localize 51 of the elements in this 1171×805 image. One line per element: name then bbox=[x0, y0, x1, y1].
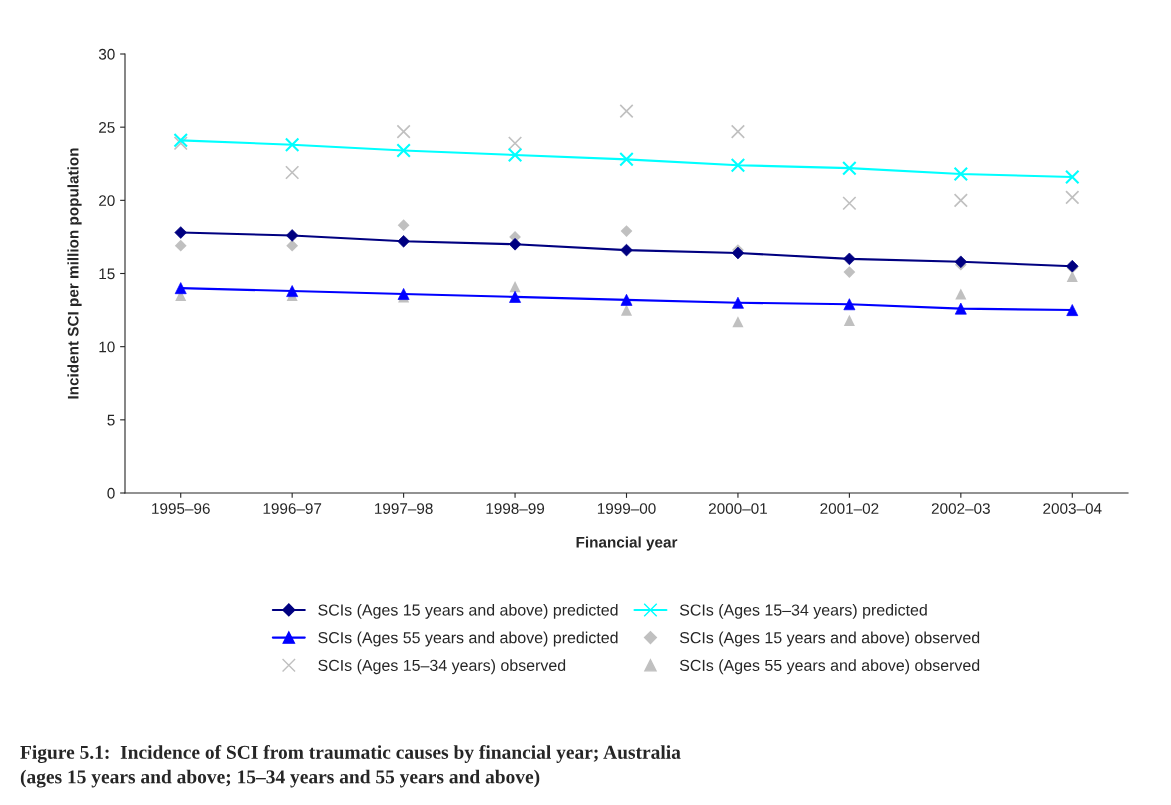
point bbox=[1065, 190, 1080, 205]
legend-label: SCIs (Ages 15–34 years) observed bbox=[318, 659, 566, 675]
point bbox=[620, 225, 633, 237]
point bbox=[284, 137, 300, 153]
point bbox=[286, 239, 299, 252]
point bbox=[842, 196, 857, 211]
point bbox=[174, 239, 187, 252]
point bbox=[730, 157, 746, 173]
legend-label: SCIs (Ages 15 years and above) predicted bbox=[318, 603, 618, 619]
point bbox=[396, 124, 411, 139]
legend-label: SCIs (Ages 55 years and above) observed bbox=[679, 659, 980, 675]
x-tick-label: 1995–96 bbox=[152, 503, 210, 514]
point bbox=[509, 281, 521, 293]
point bbox=[953, 166, 969, 182]
y-tick-label: 15 bbox=[99, 268, 115, 280]
x-tick-label: 1996–97 bbox=[263, 503, 322, 514]
point bbox=[730, 124, 746, 139]
point bbox=[843, 314, 855, 326]
x-tick-label: 2003–04 bbox=[1043, 503, 1102, 514]
point bbox=[955, 288, 967, 300]
x-tick-label: 2001–02 bbox=[820, 503, 879, 514]
point bbox=[732, 316, 744, 328]
x-tick-label: 1999–00 bbox=[597, 503, 656, 514]
point bbox=[285, 165, 300, 180]
point bbox=[619, 152, 634, 167]
x-axis-title: Financial year bbox=[576, 536, 678, 551]
y-axis-title: Incident SCI per million population bbox=[67, 148, 82, 399]
point bbox=[507, 136, 523, 151]
x-tick-label: 2000–01 bbox=[708, 503, 767, 514]
y-tick-label: 0 bbox=[107, 487, 115, 499]
x-tick-label: 1998–99 bbox=[486, 503, 545, 514]
point bbox=[842, 160, 857, 176]
point bbox=[843, 266, 856, 278]
y-tick-label: 20 bbox=[99, 195, 115, 207]
y-tick-label: 30 bbox=[98, 48, 115, 60]
caption: Figure 5.1: Incidence of SCI from traumatic causes by financial year; Australia (ages 15 years and above; 15–34 years and 55 years and above) bbox=[20, 745, 681, 788]
point bbox=[397, 219, 410, 232]
point bbox=[620, 304, 633, 316]
point bbox=[619, 103, 634, 119]
point bbox=[1064, 169, 1080, 185]
y-tick-label: 5 bbox=[107, 414, 115, 426]
point bbox=[507, 147, 523, 163]
y-tick-label: 25 bbox=[99, 122, 115, 133]
x-tick-label: 2002–03 bbox=[931, 503, 990, 514]
point bbox=[396, 143, 411, 158]
point bbox=[953, 193, 968, 208]
x-tick-label: 1997–98 bbox=[375, 503, 433, 514]
legend-label: SCIs (Ages 15 years and above) observed bbox=[679, 631, 980, 647]
legend-label: SCIs (Ages 55 years and above) predicted bbox=[318, 631, 618, 647]
y-tick-label: 10 bbox=[99, 341, 115, 353]
legend-label: SCIs (Ages 15–34 years) predicted bbox=[679, 603, 927, 619]
